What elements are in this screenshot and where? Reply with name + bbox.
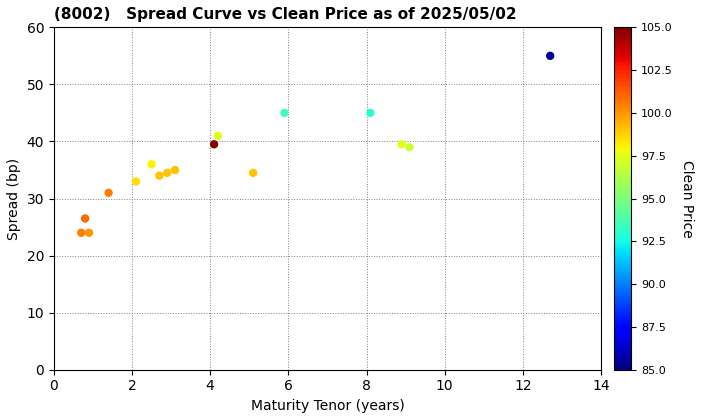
Point	[169, 167, 181, 173]
Point	[364, 110, 376, 116]
Y-axis label: Clean Price: Clean Price	[680, 160, 693, 237]
Point	[103, 189, 114, 196]
Point	[79, 215, 91, 222]
Point	[279, 110, 290, 116]
Point	[84, 229, 95, 236]
Y-axis label: Spread (bp): Spread (bp)	[7, 158, 21, 239]
Point	[208, 141, 220, 148]
Point	[396, 141, 408, 148]
X-axis label: Maturity Tenor (years): Maturity Tenor (years)	[251, 399, 405, 413]
Point	[544, 52, 556, 59]
Text: (8002)   Spread Curve vs Clean Price as of 2025/05/02: (8002) Spread Curve vs Clean Price as of…	[54, 7, 516, 22]
Point	[212, 132, 224, 139]
Point	[161, 170, 173, 176]
Point	[130, 178, 142, 185]
Point	[248, 170, 259, 176]
Point	[145, 161, 157, 168]
Point	[404, 144, 415, 150]
Point	[76, 229, 87, 236]
Point	[153, 172, 165, 179]
